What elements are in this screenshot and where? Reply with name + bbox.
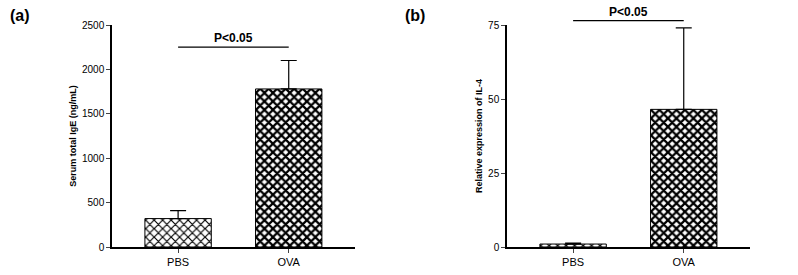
svg-text:OVA: OVA bbox=[278, 256, 301, 268]
svg-text:0: 0 bbox=[494, 242, 500, 253]
svg-text:25: 25 bbox=[488, 168, 500, 179]
svg-text:PBS: PBS bbox=[562, 256, 584, 268]
svg-text:0: 0 bbox=[99, 242, 105, 253]
svg-text:500: 500 bbox=[88, 197, 105, 208]
svg-text:(b): (b) bbox=[405, 7, 425, 24]
svg-text:2500: 2500 bbox=[82, 20, 105, 31]
svg-text:1000: 1000 bbox=[82, 153, 105, 164]
svg-text:OVA: OVA bbox=[673, 256, 696, 268]
svg-text:PBS: PBS bbox=[167, 256, 189, 268]
svg-text:75: 75 bbox=[488, 20, 500, 31]
svg-text:Relative expression of IL-4: Relative expression of IL-4 bbox=[474, 79, 484, 193]
svg-text:Serum total IgE (ng/mL): Serum total IgE (ng/mL) bbox=[68, 85, 78, 187]
svg-text:1500: 1500 bbox=[82, 108, 105, 119]
svg-text:50: 50 bbox=[488, 94, 500, 105]
svg-text:P<0.05: P<0.05 bbox=[609, 5, 648, 19]
svg-text:P<0.05: P<0.05 bbox=[214, 31, 253, 45]
svg-text:2000: 2000 bbox=[82, 64, 105, 75]
svg-text:(a): (a) bbox=[10, 7, 30, 24]
